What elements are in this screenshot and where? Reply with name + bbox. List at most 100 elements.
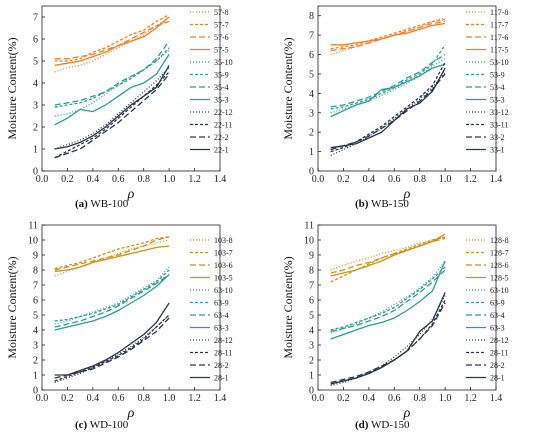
y-tick-label: 5	[309, 69, 314, 80]
legend-label: 53-4	[490, 83, 505, 92]
x-tick-label: 0.2	[337, 174, 350, 185]
legend-label: 128-8	[490, 236, 509, 245]
caption-letter: (b)	[355, 198, 369, 210]
y-tick-label: 6	[33, 296, 38, 307]
series-line-28-12	[54, 314, 170, 384]
series-line-53-3	[330, 63, 446, 118]
legend: 128-8 128-7 128-6 128-5 63-10 63-9 63-4 63-3 28-…	[466, 236, 509, 383]
legend-label: 57-7	[214, 21, 229, 30]
x-tick-label: 1.4	[490, 393, 503, 404]
legend: 117-8 117-7 117-6 117-5 53-10 53-9 53-4 53-3 33-…	[466, 8, 509, 155]
x-tick-label: 0.8	[137, 393, 150, 404]
series-line-35-4	[54, 40, 170, 106]
chart-panel-1: 0.0 0.2 0.4 0.6 0.8 1.0 1.2 1.4 0 1 2 3 4 5 6 7 Moisture…	[5, 5, 233, 210]
y-tick-label: 6	[33, 35, 38, 46]
plot-frame	[41, 224, 221, 391]
legend-label: 53-3	[490, 96, 505, 105]
series-line-63-3	[330, 260, 446, 340]
series-line-63-9	[330, 266, 446, 331]
series-line-28-2	[54, 317, 170, 379]
x-axis-label: ρ	[127, 406, 135, 421]
panel-caption: (c) WD-100	[75, 419, 129, 431]
legend-label: 63-3	[214, 324, 229, 333]
legend-label: 22-12	[214, 108, 233, 117]
y-tick-label: 0	[33, 167, 38, 178]
legend-label: 28-12	[490, 336, 509, 345]
y-tick-label: 4	[309, 326, 314, 337]
x-tick-label: 0.6	[388, 174, 401, 185]
y-tick-label: 1	[33, 371, 38, 382]
y-tick-label: 10	[304, 236, 314, 247]
x-tick-label: 1.0	[439, 393, 452, 404]
x-tick-label: 0.6	[388, 393, 401, 404]
x-tick-label: 0.8	[413, 174, 426, 185]
legend-label: 28-11	[214, 349, 232, 358]
x-tick-label: 1.4	[214, 393, 227, 404]
x-tick-label: 1.0	[163, 174, 176, 185]
series-line-28-1	[54, 302, 170, 376]
series-line-63-4	[54, 273, 170, 328]
series-line-22-2	[54, 73, 170, 159]
x-axis-label: ρ	[403, 406, 411, 421]
y-tick-label: 4	[309, 89, 314, 100]
y-tick-label: 6	[309, 50, 314, 61]
series-line-57-7	[54, 14, 170, 62]
series-line-33-1	[330, 67, 446, 149]
chart-panel-3: 0.0 0.2 0.4 0.6 0.8 1.0 1.2 1.4 0 1 2 3 4 5 6 7 8 9 10 11 Mo…	[5, 221, 233, 432]
caption-letter: (a)	[75, 198, 88, 210]
caption-text: WD-150	[368, 419, 410, 431]
series-line-103-8	[54, 239, 170, 277]
x-tick-label: 0.2	[61, 174, 74, 185]
series-line-33-2	[330, 73, 446, 151]
x-tick-label: 1.2	[188, 174, 201, 185]
y-tick-label: 5	[33, 57, 38, 68]
y-tick-label: 5	[309, 311, 314, 322]
y-tick-label: 2	[33, 356, 38, 367]
x-tick-label: 0.4	[87, 393, 100, 404]
legend-label: 53-10	[490, 58, 509, 67]
legend-label: 63-10	[214, 286, 233, 295]
y-tick-label: 10	[28, 236, 38, 247]
series-line-53-10	[330, 57, 446, 114]
caption-text: WB-150	[368, 198, 409, 210]
legend-label: 28-1	[214, 374, 229, 383]
series-line-28-11	[330, 299, 446, 385]
y-tick-label: 11	[28, 221, 38, 232]
chart-panel-4: 0.0 0.2 0.4 0.6 0.8 1.0 1.2 1.4 0 1 2 3 4 5 6 7 8 9 10 11 Mo…	[281, 221, 509, 432]
legend-label: 128-5	[490, 274, 509, 283]
legend-label: 117-6	[490, 33, 508, 42]
plot-frame	[317, 224, 497, 391]
series-line-35-9	[54, 47, 170, 108]
y-tick-label: 7	[309, 281, 314, 292]
legend-label: 103-6	[214, 261, 233, 270]
legend-label: 103-8	[214, 236, 233, 245]
y-tick-label: 8	[309, 11, 314, 22]
y-tick-label: 7	[309, 31, 314, 42]
y-tick-label: 4	[33, 326, 38, 337]
x-tick-label: 0.6	[112, 174, 125, 185]
chart-panel-2: 0.0 0.2 0.4 0.6 0.8 1.0 1.2 1.4 0 1 2 3 4 5 6 7 8 Moistur…	[281, 5, 509, 210]
x-tick-label: 0.4	[363, 174, 376, 185]
legend-label: 28-11	[490, 349, 508, 358]
series-line-63-10	[54, 266, 170, 325]
x-tick-label: 1.2	[464, 174, 477, 185]
x-tick-label: 0.2	[61, 393, 74, 404]
series-line-22-1	[54, 65, 170, 150]
legend-label: 128-7	[490, 249, 509, 258]
caption-text: WD-100	[87, 419, 129, 431]
series-line-57-5	[54, 16, 170, 67]
legend-label: 63-4	[490, 311, 505, 320]
y-tick-label: 7	[33, 13, 38, 24]
plot-frame	[41, 5, 221, 172]
panel-caption: (d) WD-150	[355, 419, 410, 431]
plot-frame	[317, 5, 497, 172]
legend-label: 63-3	[490, 324, 505, 333]
legend-label: 33-12	[490, 108, 509, 117]
legend: 57-8 57-7 57-6 57-5 35-10 35-9 35-4 35-3 22-12 22…	[190, 8, 233, 155]
legend-label: 22-2	[214, 133, 229, 142]
legend-label: 33-2	[490, 133, 505, 142]
y-tick-label: 1	[309, 147, 314, 158]
legend-label: 63-9	[214, 299, 229, 308]
x-tick-label: 1.4	[214, 174, 227, 185]
